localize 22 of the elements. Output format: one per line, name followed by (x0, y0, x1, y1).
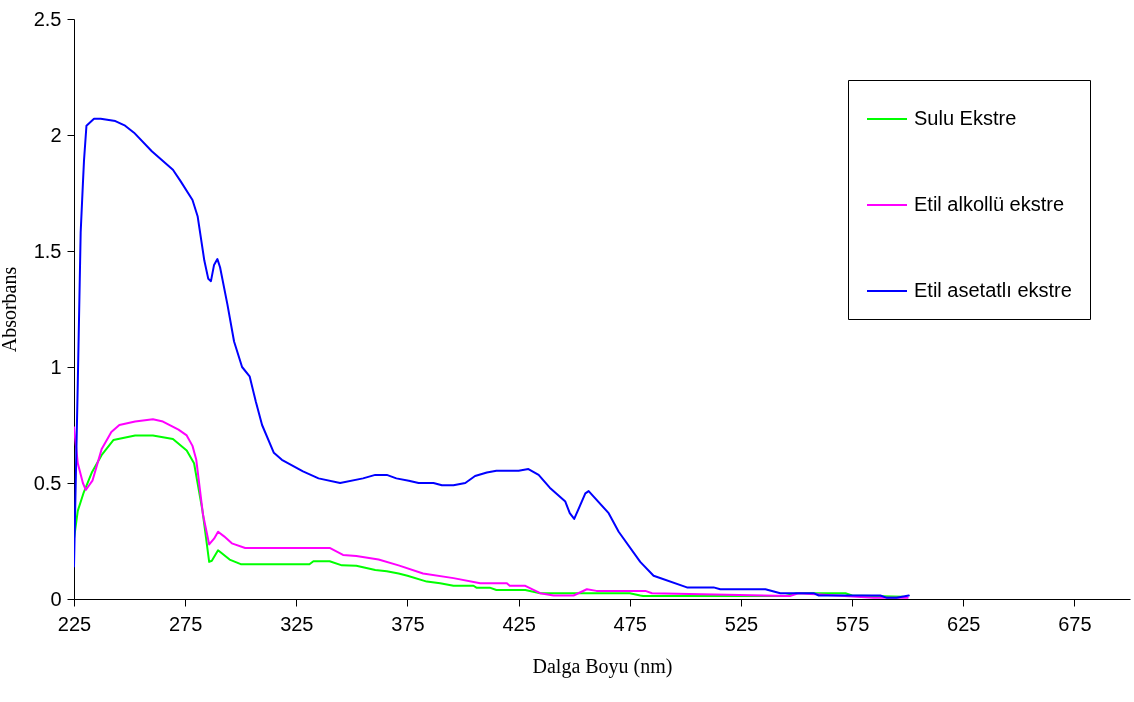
x-tick-label: 475 (613, 612, 647, 635)
legend-label: Sulu Ekstre (914, 107, 1017, 129)
x-axis-title: Dalga Boyu (nm) (532, 654, 673, 678)
y-tick-label: 0.5 (33, 471, 62, 494)
legend-label: Etil asetatlı ekstre (914, 279, 1072, 301)
y-tick-label: 2.5 (33, 7, 62, 30)
y-tick-label: 1 (50, 355, 62, 378)
x-tick-label: 675 (1058, 612, 1092, 635)
y-tick-label: 1.5 (33, 239, 62, 262)
line-series (74, 117, 910, 599)
legend-label: Etil alkollü ekstre (914, 193, 1065, 215)
x-tick-label: 325 (280, 612, 314, 635)
x-tick-label: 225 (57, 612, 92, 635)
x-tick-label: 375 (391, 612, 425, 635)
x-tick-label: 525 (724, 612, 759, 635)
x-tick-label: 575 (835, 612, 870, 635)
x-tick-label: 625 (947, 612, 981, 635)
y-axis-title: Absorbans (0, 266, 20, 353)
x-tick-label: 275 (168, 612, 203, 635)
y-tick-label: 2 (50, 123, 62, 146)
x-tick-label: 425 (502, 612, 536, 635)
y-tick-label: 0 (50, 587, 62, 610)
